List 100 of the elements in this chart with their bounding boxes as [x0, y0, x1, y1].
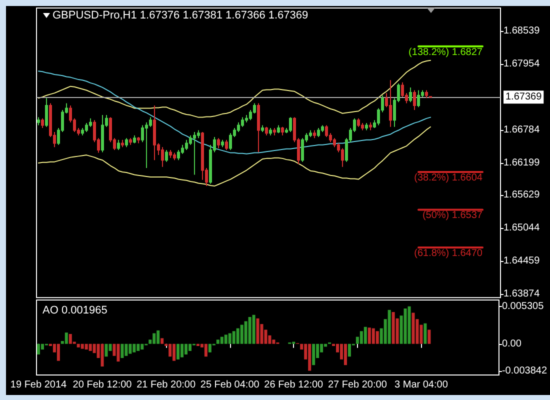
bar [412, 312, 415, 344]
bar [168, 344, 172, 357]
y-tick-label: 1.66199 [504, 158, 540, 168]
bar [244, 321, 248, 344]
candlestick [121, 139, 124, 148]
bar [140, 344, 144, 350]
bar [236, 328, 240, 344]
bar [136, 344, 140, 351]
candlestick [101, 114, 104, 153]
bar [240, 324, 244, 344]
candlestick [265, 126, 268, 136]
bar [128, 344, 132, 354]
bar [392, 312, 395, 344]
bar [388, 310, 391, 344]
candlestick [125, 138, 128, 148]
bar [188, 344, 192, 351]
bar [252, 314, 256, 344]
candlestick [153, 104, 156, 161]
y-tick-label: 1.66784 [504, 124, 540, 136]
bar [88, 344, 92, 351]
bar [256, 318, 260, 344]
bar [116, 344, 120, 362]
bar [56, 344, 60, 361]
y-tick-label: 1.68539 [504, 26, 540, 37]
bar [160, 338, 164, 344]
y-tick-label: 0.00 [502, 338, 522, 350]
x-tick-label: 21 Feb 20:00 [136, 380, 196, 390]
candlestick [225, 139, 228, 150]
candlestick [177, 149, 180, 161]
candlestick [129, 138, 132, 146]
candlestick [409, 86, 412, 103]
candlestick [413, 90, 416, 110]
bar [176, 344, 180, 360]
bar [428, 330, 431, 344]
bar [376, 331, 379, 344]
candlestick [85, 122, 88, 132]
candlestick [317, 128, 320, 138]
candlestick [389, 80, 392, 128]
bar [204, 344, 208, 357]
bar [132, 344, 136, 352]
candlestick [221, 139, 224, 148]
bar [156, 330, 160, 344]
bar [152, 333, 156, 344]
candlestick [165, 149, 168, 162]
candlestick [273, 128, 276, 136]
bar [184, 344, 188, 354]
chart-title: GBPUSD-Pro,H1 1.67376 1.67381 1.67366 1.67369 [52, 10, 308, 22]
candlestick [417, 90, 420, 108]
candlestick [145, 122, 148, 169]
bar [404, 308, 407, 344]
bar [248, 316, 252, 344]
candlestick [193, 131, 196, 176]
x-tick-label: 19 Feb 2014 [10, 380, 68, 390]
candlestick [261, 124, 264, 132]
candlestick [169, 149, 172, 158]
y-tick-label: 1.65629 [504, 190, 540, 201]
candlestick [277, 124, 280, 134]
y-tick-label: 1.64459 [504, 256, 540, 267]
candlestick [45, 98, 48, 128]
x-tick-label: 27 Feb 20:00 [328, 380, 388, 390]
candlestick [217, 138, 220, 149]
bar [180, 344, 184, 358]
candlestick [309, 130, 312, 138]
bar [104, 344, 108, 357]
candlestick [161, 146, 164, 168]
bar [216, 340, 220, 344]
y-tick-label: 1.63874 [504, 288, 540, 300]
bar [372, 328, 375, 344]
bar [232, 331, 236, 344]
bar [76, 344, 80, 348]
candlestick [117, 139, 120, 150]
bar [84, 344, 88, 350]
candlestick [369, 122, 372, 131]
y-tick-label: 1.65044 [504, 222, 540, 234]
bar [228, 333, 232, 344]
candlestick [137, 136, 140, 144]
bar [424, 323, 427, 344]
x-tick-label: 20 Feb 12:00 [72, 380, 132, 390]
candlestick [289, 116, 292, 132]
bar [100, 344, 104, 367]
bar [368, 328, 371, 344]
y-tick-label: 0.005305 [502, 300, 544, 312]
bar [64, 332, 68, 344]
bar [272, 340, 276, 344]
ref-line-label: 1.67369 [506, 92, 542, 103]
bar [348, 344, 351, 357]
chart-title: AO 0.001965 [42, 304, 108, 316]
candlestick [41, 118, 44, 129]
bar [124, 344, 128, 356]
series-label: (138.2%) 1.6827 [408, 46, 483, 58]
candlestick [269, 128, 272, 136]
y-tick-label: 1.67954 [504, 58, 540, 70]
bar [344, 344, 347, 366]
candlestick [357, 118, 360, 128]
bar [80, 344, 84, 349]
series-label: (50%) 1.6537 [422, 210, 483, 222]
bar [312, 344, 316, 366]
candlestick [313, 130, 316, 139]
bar [120, 344, 124, 358]
candlestick [281, 126, 284, 136]
